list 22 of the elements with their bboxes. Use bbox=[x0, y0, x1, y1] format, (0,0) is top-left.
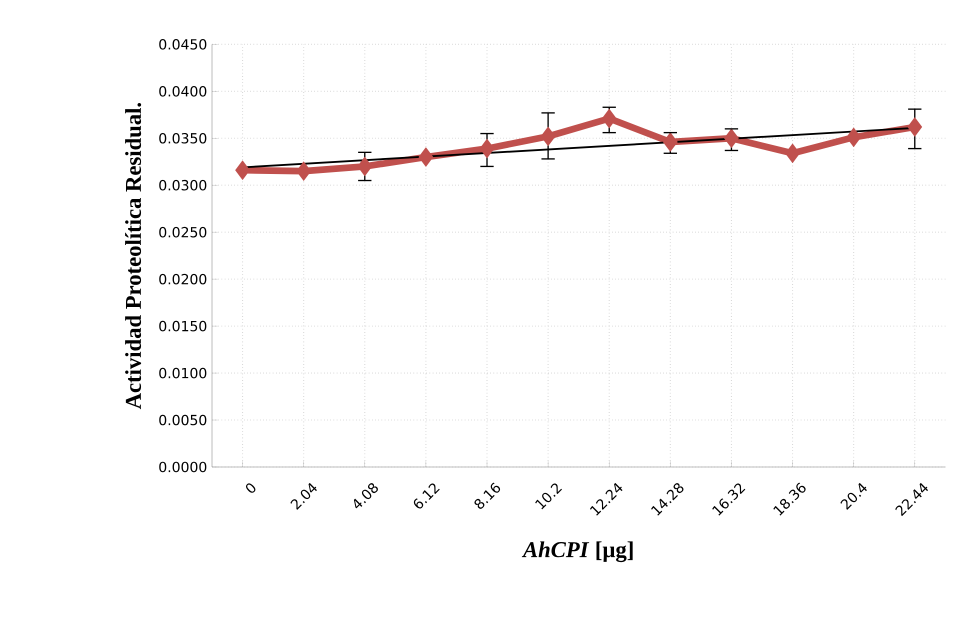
point bbox=[418, 147, 434, 167]
point bbox=[480, 138, 494, 158]
y-tick-label: 0.0250 bbox=[159, 226, 206, 238]
x-axis-title: AhCPI [µg] bbox=[522, 541, 633, 562]
point bbox=[724, 128, 739, 148]
point bbox=[540, 126, 556, 146]
point bbox=[846, 128, 861, 147]
point bbox=[907, 117, 922, 137]
y-tick-label: 0.0450 bbox=[159, 39, 206, 50]
y-tick-label: 0.0150 bbox=[159, 320, 206, 332]
y-axis-title: Actividad Proteolítica Residual. bbox=[125, 102, 142, 410]
y-tick-label: 0.0350 bbox=[159, 132, 206, 144]
point bbox=[602, 108, 617, 128]
y-tick-label: 0.0000 bbox=[159, 462, 206, 472]
x-tick-label: 0 bbox=[246, 483, 256, 493]
y-tick-label: 0.0400 bbox=[159, 86, 206, 97]
point bbox=[785, 144, 800, 163]
y-tick-label: 0.0300 bbox=[159, 180, 206, 190]
y-tick-label: 0.0200 bbox=[159, 274, 206, 284]
y-tick-label: 0.0050 bbox=[159, 414, 206, 426]
y-tick-label: 0.0100 bbox=[159, 368, 206, 378]
point bbox=[235, 160, 250, 180]
